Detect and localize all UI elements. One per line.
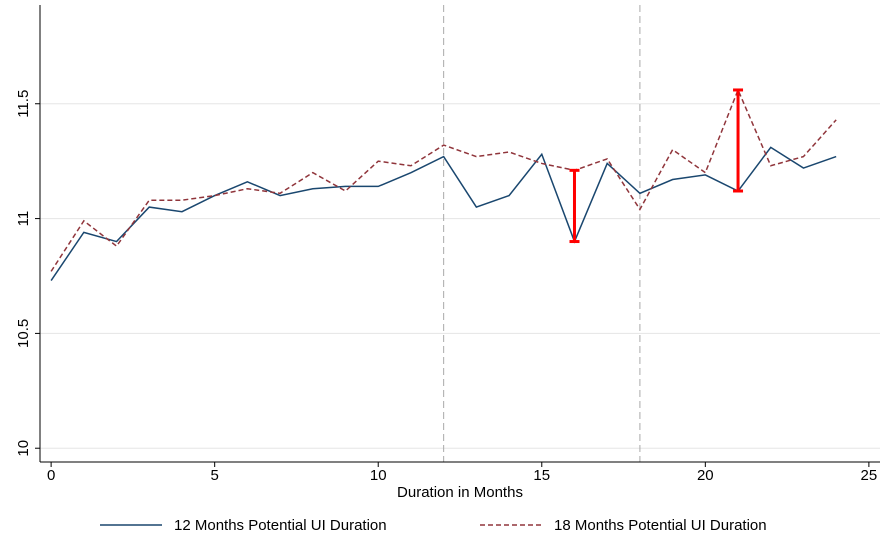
difference-bar: [569, 168, 580, 244]
y-tick-label: 11.5: [15, 90, 32, 118]
legend-label: 12 Months Potential UI Duration: [174, 517, 387, 534]
legend-label: 18 Months Potential UI Duration: [554, 517, 767, 534]
y-tick-label: 10.5: [15, 319, 32, 348]
series-line: [50, 88, 837, 272]
y-tick-label: 11: [15, 211, 32, 227]
x-tick-label: 5: [211, 467, 219, 484]
x-tick-label: 25: [861, 467, 878, 484]
y-tick-label: 10: [15, 440, 32, 457]
x-tick-label: 15: [533, 467, 550, 484]
x-axis-title: Duration in Months: [397, 484, 523, 501]
x-tick-label: 0: [47, 467, 55, 484]
x-tick-label: 20: [697, 467, 714, 484]
x-tick-label: 10: [370, 467, 387, 484]
difference-bar: [733, 88, 744, 193]
series-line: [50, 146, 837, 281]
